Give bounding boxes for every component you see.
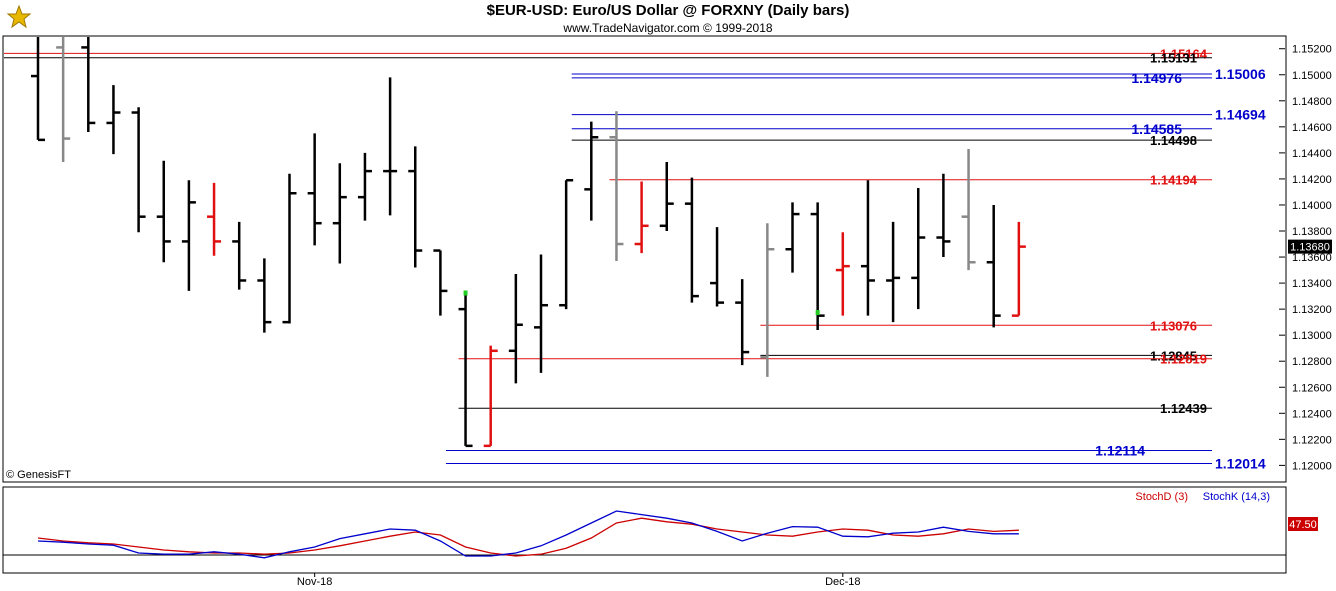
level-label: 1.14585 [1131,121,1182,137]
trade-navigator-logo-icon [6,4,32,30]
last-price-box [1288,239,1332,254]
stoch-lines [37,510,1019,559]
y-tick-label: 1.13800 [1292,226,1332,238]
stoch-k-legend: StochK (14,3) [1203,491,1270,503]
level-label: 1.14694 [1215,107,1266,123]
level-label: 1.15006 [1215,66,1266,82]
y-tick-label: 1.12200 [1292,434,1332,446]
stoch-value-label: 47.50 [1289,519,1317,531]
y-tick-label: 1.12000 [1292,460,1332,472]
stoch-series-line [37,510,1019,559]
stoch-series-line [37,517,1019,557]
green-signal-mark [463,290,468,296]
level-label: 1.15131 [1150,51,1197,66]
level-label: 1.12819 [1160,352,1207,367]
y-tick-label: 1.14200 [1292,174,1332,186]
y-tick-label: 1.13400 [1292,278,1332,290]
level-label: 1.14498 [1150,133,1197,148]
y-tick-label: 1.13000 [1292,330,1332,342]
y-tick-label: 1.14000 [1292,200,1332,212]
level-lines: 1.151641.151311.150061.149761.146941.145… [4,46,1266,472]
x-tick-label: Nov-18 [297,576,332,588]
level-label: 1.12014 [1215,456,1266,472]
chart-title: $EUR-USD: Euro/US Dollar @ FORXNY (Daily… [486,2,850,19]
level-label: 1.12114 [1095,443,1145,459]
y-tick-label: 1.13600 [1292,252,1332,264]
y-tick-label: 1.14400 [1292,148,1332,160]
price-axis: 1.12000 1.12200 1.12400 1.12600 1.12800 1.130… [1279,44,1332,472]
stoch-plot-frame [2,486,1287,574]
x-tick-label: Dec-18 [825,576,860,588]
y-tick-label: 1.12800 [1292,356,1332,368]
level-label: 1.14194 [1150,173,1198,188]
stoch-d-legend: StochD (3) [1135,491,1188,503]
main-plot-frame [2,35,1287,483]
y-tick-label: 1.15200 [1292,44,1332,56]
level-label: 1.13076 [1150,318,1197,333]
y-tick-label: 1.15000 [1292,70,1332,82]
y-tick-label: 1.12400 [1292,408,1332,420]
ohlc-bars [31,37,1026,448]
time-axis: Nov-18 Dec-18 [297,573,861,588]
y-tick-label: 1.13200 [1292,304,1332,316]
last-price-label: 1.13680 [1290,242,1330,254]
y-tick-label: 1.14600 [1292,122,1332,134]
y-tick-label: 1.12600 [1292,382,1332,394]
copyright-label: © GenesisFT [6,469,71,481]
level-label: 1.14976 [1131,70,1182,86]
y-tick-label: 1.14800 [1292,96,1332,108]
stoch-value-box [1288,517,1318,531]
chart-subtitle: www.TradeNavigator.com © 1999-2018 [563,21,773,35]
level-label: 1.12845 [1150,348,1197,363]
level-label: 1.12439 [1160,401,1207,416]
green-signal-mark [815,310,820,316]
